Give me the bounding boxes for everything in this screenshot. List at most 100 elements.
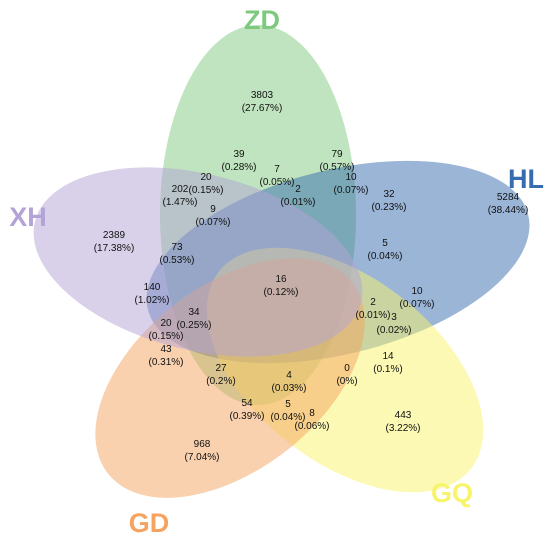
region-label-27: 0 (0%) [336, 363, 357, 387]
region-count: 10 [411, 286, 423, 297]
region-count: 968 [194, 439, 211, 450]
region-count: 9 [210, 204, 216, 215]
region-percent: (0.25%) [176, 320, 211, 331]
region-label-30: 8 (0.06%) [294, 408, 329, 432]
region-label-2: 443 (3.22%) [385, 410, 420, 434]
region-label-26: 4 (0.03%) [271, 370, 306, 394]
region-label-11: 2 (0.01%) [280, 184, 315, 208]
region-label-1: 5284 (38.44%) [488, 192, 529, 216]
region-percent: (3.22%) [385, 423, 420, 434]
set-label-zd: ZD [244, 5, 280, 35]
region-percent: (0.04%) [367, 251, 402, 262]
region-percent: (0.01%) [280, 197, 315, 208]
region-count: 16 [275, 274, 287, 285]
region-label-4: 2389 (17.38%) [94, 230, 135, 254]
region-percent: (1.02%) [134, 295, 169, 306]
region-label-5: 39 (0.28%) [221, 149, 256, 173]
region-percent: (0.39%) [229, 411, 264, 422]
region-percent: (0.1%) [373, 364, 402, 375]
region-percent: (0.2%) [206, 376, 235, 387]
region-percent: (7.04%) [184, 452, 219, 463]
region-percent: (27.67%) [242, 103, 283, 114]
region-percent: (0.12%) [263, 287, 298, 298]
region-label-29: 5 (0.04%) [270, 399, 305, 423]
region-label-28: 54 (0.39%) [229, 398, 264, 422]
region-label-16: 16 (0.12%) [263, 274, 298, 298]
region-percent: (0.05%) [259, 177, 294, 188]
region-count: 34 [188, 307, 200, 318]
region-count: 54 [241, 398, 253, 409]
region-count: 140 [144, 282, 161, 293]
region-percent: (1.47%) [162, 197, 197, 208]
region-label-25: 27 (0.2%) [206, 363, 235, 387]
region-count: 2 [295, 184, 301, 195]
set-label-gq: GQ [431, 478, 473, 508]
region-count: 27 [215, 363, 227, 374]
region-label-17: 140 (1.02%) [134, 282, 169, 306]
region-count: 2 [370, 297, 376, 308]
region-labels: 3803 (27.67%)5284 (38.44%)443 (3.22%)968 (7.… [94, 90, 529, 463]
region-count: 79 [331, 149, 343, 160]
set-label-hl: HL [508, 164, 544, 194]
region-count: 3803 [251, 90, 274, 101]
region-label-12: 32 (0.23%) [371, 189, 406, 213]
region-percent: (0.07%) [195, 217, 230, 228]
region-count: 8 [309, 408, 315, 419]
region-percent: (0.02%) [376, 325, 411, 336]
region-label-19: 34 (0.25%) [176, 307, 211, 331]
region-count: 0 [344, 363, 350, 374]
region-percent: (0.04%) [270, 412, 305, 423]
region-count: 5 [285, 399, 291, 410]
region-percent: (0.07%) [333, 185, 368, 196]
region-label-6: 79 (0.57%) [319, 149, 354, 173]
region-count: 32 [383, 189, 395, 200]
region-percent: (38.44%) [488, 205, 529, 216]
region-label-23: 43 (0.31%) [148, 344, 183, 368]
region-percent: (0.28%) [221, 162, 256, 173]
region-percent: (17.38%) [94, 243, 135, 254]
region-percent: (0.57%) [319, 162, 354, 173]
region-label-21: 3 (0.02%) [376, 312, 411, 336]
set-ellipse-xh [33, 167, 363, 357]
region-count: 4 [286, 370, 292, 381]
region-count: 3 [391, 312, 397, 323]
region-count: 443 [395, 410, 412, 421]
region-label-15: 5 (0.04%) [367, 238, 402, 262]
set-label-gd: GD [129, 508, 170, 536]
region-count: 43 [160, 344, 172, 355]
region-percent: (0%) [336, 376, 357, 387]
region-percent: (0.15%) [188, 185, 223, 196]
region-count: 39 [233, 149, 245, 160]
region-label-9: 10 (0.07%) [333, 172, 368, 196]
region-count: 14 [382, 351, 394, 362]
region-count: 73 [171, 242, 183, 253]
region-label-22: 20 (0.15%) [148, 318, 183, 342]
region-label-8: 20 (0.15%) [188, 172, 223, 196]
region-label-18: 10 (0.07%) [399, 286, 434, 310]
region-label-24: 14 (0.1%) [373, 351, 402, 375]
set-ellipses [33, 25, 530, 498]
region-count: 202 [172, 184, 189, 195]
region-count: 5284 [497, 192, 520, 203]
region-count: 5 [382, 238, 388, 249]
region-percent: (0.06%) [294, 421, 329, 432]
region-count: 7 [274, 164, 280, 175]
region-percent: (0.53%) [159, 255, 194, 266]
region-count: 2389 [103, 230, 126, 241]
region-label-10: 202 (1.47%) [162, 184, 197, 208]
region-count: 20 [160, 318, 172, 329]
region-percent: (0.31%) [148, 357, 183, 368]
region-percent: (0.23%) [371, 202, 406, 213]
region-label-13: 9 (0.07%) [195, 204, 230, 228]
region-label-7: 7 (0.05%) [259, 164, 294, 188]
region-count: 10 [345, 172, 357, 183]
region-percent: (0.07%) [399, 299, 434, 310]
region-count: 20 [200, 172, 212, 183]
region-percent: (0.01%) [355, 310, 390, 321]
region-percent: (0.15%) [148, 331, 183, 342]
region-label-0: 3803 (27.67%) [242, 90, 283, 114]
region-label-3: 968 (7.04%) [184, 439, 219, 463]
region-label-20: 2 (0.01%) [355, 297, 390, 321]
